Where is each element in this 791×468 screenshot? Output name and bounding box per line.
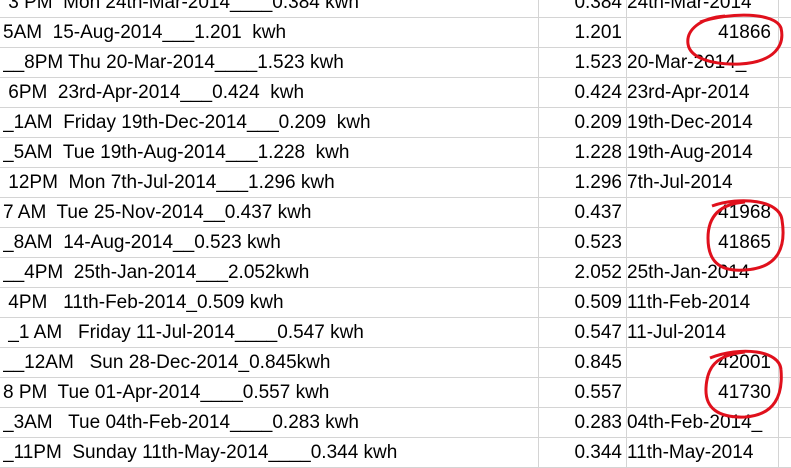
cell-description[interactable]: _3AM Tue 04th-Feb-2014____0.283 kwh [3,412,359,433]
table-row: 12PM Mon 7th-Jul-2014___1.296 kwh 1.296 7t… [0,168,791,198]
cell-description[interactable]: 6PM 23rd-Apr-2014___0.424 kwh [3,82,305,103]
cell-date[interactable]: 41968 [718,202,771,223]
table-row: _5AM Tue 19th-Aug-2014___1.228 kwh 1.228 1… [0,138,791,168]
table-row: _1AM Friday 19th-Dec-2014___0.209 kwh 0.2… [0,108,791,138]
cell-date[interactable]: 7th-Jul-2014 [627,172,733,193]
cell-date[interactable]: 25th-Jan-2014 [627,262,750,283]
cell-date[interactable]: 23rd-Apr-2014 [627,82,750,103]
cell-value[interactable]: 0.557 [574,382,622,403]
table-row: 8 PM Tue 01-Apr-2014____0.557 kwh 0.557 41… [0,378,791,408]
cell-value[interactable]: 1.296 [574,172,622,193]
table-row: _1 AM Friday 11-Jul-2014____0.547 kwh 0.5… [0,318,791,348]
cell-value[interactable]: 1.201 [574,22,622,43]
cell-date[interactable]: 11th-Feb-2014 [627,292,751,313]
table-row: 4PM 11th-Feb-2014_0.509 kwh 0.509 11th-Feb… [0,288,791,318]
column-divider [538,0,539,468]
table-row: _3AM Tue 04th-Feb-2014____0.283 kwh 0.283… [0,408,791,438]
cell-description[interactable]: _8AM 14-Aug-2014__0.523 kwh [3,232,281,253]
table-row: _8AM 14-Aug-2014__0.523 kwh 0.523 41865 [0,228,791,258]
cell-value[interactable]: 0.424 [574,82,622,103]
cell-date[interactable]: 19th-Aug-2014 [627,142,753,163]
cell-value[interactable]: 0.845 [574,352,622,373]
cell-description[interactable]: _1AM Friday 19th-Dec-2014___0.209 kwh [3,112,371,133]
cell-date[interactable]: 20-Mar-2014_ [627,52,747,73]
cell-description[interactable]: 5AM 15-Aug-2014___1.201 kwh [3,22,287,43]
cell-value[interactable]: 1.228 [574,142,622,163]
cell-description[interactable]: 3 PM Mon 24th-Mar-2014____0.384 kwh [3,0,359,13]
cell-date[interactable]: 11th-May-2014 [627,442,754,463]
cell-description[interactable]: 8 PM Tue 01-Apr-2014____0.557 kwh [3,382,330,403]
table-row: __4PM 25th-Jan-2014___2.052kwh 2.052 25th-… [0,258,791,288]
table-row: 5AM 15-Aug-2014___1.201 kwh 1.201 41866 [0,18,791,48]
cell-date[interactable]: 24th-Mar-2014 [627,0,752,13]
table-row: _11PM Sunday 11th-May-2014____0.344 kwh 0… [0,438,791,468]
cell-date[interactable]: 04th-Feb-2014_ [627,412,763,433]
cell-description[interactable]: __4PM 25th-Jan-2014___2.052kwh [3,262,310,283]
table-row: 6PM 23rd-Apr-2014___0.424 kwh 0.424 23rd-A… [0,78,791,108]
cell-description[interactable]: __12AM Sun 28-Dec-2014_0.845kwh [3,352,331,373]
cell-date[interactable]: 41866 [718,22,771,43]
cell-description[interactable]: 4PM 11th-Feb-2014_0.509 kwh [3,292,284,313]
cell-description[interactable]: _1 AM Friday 11-Jul-2014____0.547 kwh [3,322,364,343]
cell-value[interactable]: 0.283 [574,412,622,433]
table-row: __12AM Sun 28-Dec-2014_0.845kwh 0.845 4200… [0,348,791,378]
cell-value[interactable]: 0.523 [574,232,622,253]
cell-value[interactable]: 0.437 [574,202,622,223]
table-row: __8PM Thu 20-Mar-2014____1.523 kwh 1.523 2… [0,48,791,78]
table-row: 3 PM Mon 24th-Mar-2014____0.384 kwh 0.384… [0,0,791,18]
cell-description[interactable]: 7 AM Tue 25-Nov-2014__0.437 kwh [3,202,312,223]
cell-value[interactable]: 0.384 [574,0,622,13]
cell-date[interactable]: 41730 [718,382,771,403]
cell-value[interactable]: 0.344 [574,442,622,463]
cell-value[interactable]: 0.547 [574,322,622,343]
cell-date[interactable]: 19th-Dec-2014 [627,112,753,133]
cell-date[interactable]: 41865 [718,232,771,253]
cell-value[interactable]: 1.523 [574,52,622,73]
cell-description[interactable]: _11PM Sunday 11th-May-2014____0.344 kwh [3,442,398,463]
cell-date[interactable]: 11-Jul-2014 [627,322,726,343]
cell-description[interactable]: __8PM Thu 20-Mar-2014____1.523 kwh [3,52,344,73]
cell-description[interactable]: _5AM Tue 19th-Aug-2014___1.228 kwh [3,142,350,163]
cell-value[interactable]: 0.209 [574,112,622,133]
cell-value[interactable]: 2.052 [574,262,622,283]
cell-description[interactable]: 12PM Mon 7th-Jul-2014___1.296 kwh [3,172,335,193]
cell-date[interactable]: 42001 [718,352,771,373]
cell-value[interactable]: 0.509 [574,292,622,313]
column-divider [626,0,627,468]
table-row: 7 AM Tue 25-Nov-2014__0.437 kwh 0.437 4196… [0,198,791,228]
